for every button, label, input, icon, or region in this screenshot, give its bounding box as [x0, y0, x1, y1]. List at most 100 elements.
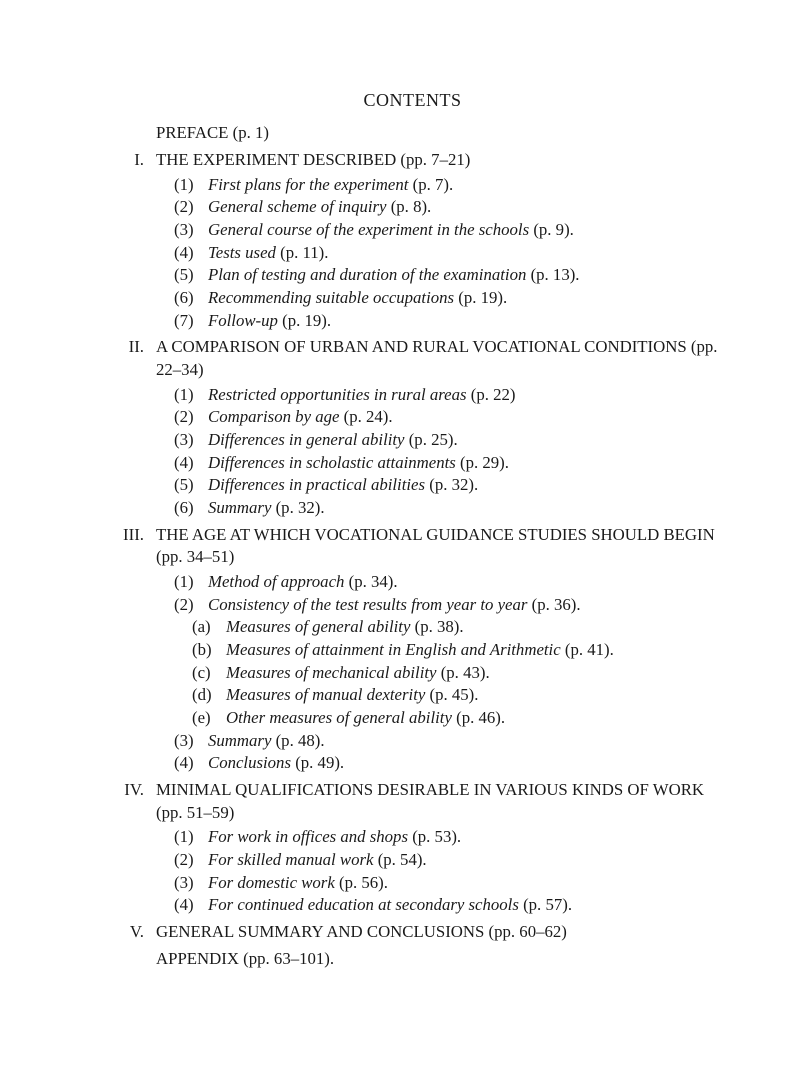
item-num: (2) — [174, 406, 208, 429]
contents-page: CONTENTS PREFACE (p. 1) I. THE EXPERIMEN… — [0, 0, 801, 1073]
section-heading-i: THE EXPERIMENT DESCRIBED (pp. 7–21) — [156, 149, 721, 172]
item-num: (3) — [174, 730, 208, 753]
item-text: Differences in practical abilities (p. 3… — [208, 474, 721, 497]
item-num: (1) — [174, 826, 208, 849]
list-item: (5)Differences in practical abilities (p… — [174, 474, 721, 497]
item-text: Plan of testing and duration of the exam… — [208, 264, 721, 287]
item-text: Summary (p. 32). — [208, 497, 721, 520]
list-item: (e)Other measures of general ability (p.… — [192, 707, 721, 730]
section-body-iii: THE AGE AT WHICH VOCATIONAL GUIDANCE STU… — [156, 524, 721, 775]
item-num: (d) — [192, 684, 226, 707]
section-iv-items: (1)For work in offices and shops (p. 53)… — [174, 826, 721, 917]
list-item: (3)Summary (p. 48). — [174, 730, 721, 753]
section-num-ii: II. — [104, 336, 156, 519]
item-text: Measures of attainment in English and Ar… — [226, 639, 721, 662]
section-heading-v: GENERAL SUMMARY AND CONCLUSIONS (pp. 60–… — [156, 921, 721, 944]
section-body-ii: A COMPARISON OF URBAN AND RURAL VOCATION… — [156, 336, 721, 519]
item-num: (3) — [174, 429, 208, 452]
list-item: (7)Follow-up (p. 19). — [174, 310, 721, 333]
list-item: (b)Measures of attainment in English and… — [192, 639, 721, 662]
item-num: (1) — [174, 571, 208, 594]
list-item: (1)For work in offices and shops (p. 53)… — [174, 826, 721, 849]
list-item: (6)Recommending suitable occupations (p.… — [174, 287, 721, 310]
item-num: (7) — [174, 310, 208, 333]
section-ii-items: (1)Restricted opportunities in rural are… — [174, 384, 721, 520]
item-text: Measures of mechanical ability (p. 43). — [226, 662, 721, 685]
item-num: (5) — [174, 474, 208, 497]
list-item: (4)Conclusions (p. 49). — [174, 752, 721, 775]
item-text: General scheme of inquiry (p. 8). — [208, 196, 721, 219]
list-item: (2)General scheme of inquiry (p. 8). — [174, 196, 721, 219]
item-text: General course of the experiment in the … — [208, 219, 721, 242]
list-item: (3)General course of the experiment in t… — [174, 219, 721, 242]
item-num: (b) — [192, 639, 226, 662]
section-body-i: THE EXPERIMENT DESCRIBED (pp. 7–21) (1)F… — [156, 149, 721, 332]
item-text: For domestic work (p. 56). — [208, 872, 721, 895]
item-num: (1) — [174, 384, 208, 407]
section-ii: II. A COMPARISON OF URBAN AND RURAL VOCA… — [104, 336, 721, 519]
item-text: Restricted opportunities in rural areas … — [208, 384, 721, 407]
item-num: (a) — [192, 616, 226, 639]
item-text: Conclusions (p. 49). — [208, 752, 721, 775]
list-item: (5)Plan of testing and duration of the e… — [174, 264, 721, 287]
section-iv: IV. MINIMAL QUALIFICATIONS DESIRABLE IN … — [104, 779, 721, 917]
section-heading-iv: MINIMAL QUALIFICATIONS DESIRABLE IN VARI… — [156, 779, 721, 824]
appendix-line: APPENDIX (pp. 63–101). — [156, 948, 721, 971]
list-item: (4)For continued education at secondary … — [174, 894, 721, 917]
list-item: (d)Measures of manual dexterity (p. 45). — [192, 684, 721, 707]
item-text: For work in offices and shops (p. 53). — [208, 826, 721, 849]
item-num: (2) — [174, 594, 208, 617]
section-num-iii: III. — [104, 524, 156, 775]
item-num: (2) — [174, 849, 208, 872]
item-text: Tests used (p. 11). — [208, 242, 721, 265]
item-num: (5) — [174, 264, 208, 287]
item-text: Other measures of general ability (p. 46… — [226, 707, 721, 730]
item-num: (e) — [192, 707, 226, 730]
item-text: Comparison by age (p. 24). — [208, 406, 721, 429]
item-text: Method of approach (p. 34). — [208, 571, 721, 594]
list-item: (3)Differences in general ability (p. 25… — [174, 429, 721, 452]
item-num: (3) — [174, 872, 208, 895]
section-iii-subitems: (a)Measures of general ability (p. 38). … — [192, 616, 721, 729]
item-num: (c) — [192, 662, 226, 685]
list-item: (2)For skilled manual work (p. 54). — [174, 849, 721, 872]
item-num: (2) — [174, 196, 208, 219]
section-iii-items-cont: (3)Summary (p. 48). (4)Conclusions (p. 4… — [174, 730, 721, 775]
list-item: (2)Consistency of the test results from … — [174, 594, 721, 617]
section-num-i: I. — [104, 149, 156, 332]
item-num: (4) — [174, 242, 208, 265]
section-body-iv: MINIMAL QUALIFICATIONS DESIRABLE IN VARI… — [156, 779, 721, 917]
item-text: Differences in general ability (p. 25). — [208, 429, 721, 452]
list-item: (3)For domestic work (p. 56). — [174, 872, 721, 895]
section-heading-iii: THE AGE AT WHICH VOCATIONAL GUIDANCE STU… — [156, 524, 721, 569]
list-item: (1)First plans for the experiment (p. 7)… — [174, 174, 721, 197]
section-num-iv: IV. — [104, 779, 156, 917]
list-item: (c)Measures of mechanical ability (p. 43… — [192, 662, 721, 685]
list-item: (6)Summary (p. 32). — [174, 497, 721, 520]
item-text: For skilled manual work (p. 54). — [208, 849, 721, 872]
list-item: (a)Measures of general ability (p. 38). — [192, 616, 721, 639]
item-text: Differences in scholastic attainments (p… — [208, 452, 721, 475]
list-item: (4)Differences in scholastic attainments… — [174, 452, 721, 475]
page-title: CONTENTS — [104, 88, 721, 112]
section-num-v: V. — [104, 921, 156, 946]
item-num: (1) — [174, 174, 208, 197]
preface-line: PREFACE (p. 1) — [156, 122, 721, 145]
item-text: Measures of manual dexterity (p. 45). — [226, 684, 721, 707]
item-num: (4) — [174, 452, 208, 475]
item-num: (6) — [174, 497, 208, 520]
item-num: (4) — [174, 752, 208, 775]
item-text: Follow-up (p. 19). — [208, 310, 721, 333]
section-i-items: (1)First plans for the experiment (p. 7)… — [174, 174, 721, 333]
list-item: (2)Comparison by age (p. 24). — [174, 406, 721, 429]
item-text: Recommending suitable occupations (p. 19… — [208, 287, 721, 310]
section-iii: III. THE AGE AT WHICH VOCATIONAL GUIDANC… — [104, 524, 721, 775]
section-body-v: GENERAL SUMMARY AND CONCLUSIONS (pp. 60–… — [156, 921, 721, 946]
item-num: (4) — [174, 894, 208, 917]
list-item: (4)Tests used (p. 11). — [174, 242, 721, 265]
section-heading-ii: A COMPARISON OF URBAN AND RURAL VOCATION… — [156, 336, 721, 381]
list-item: (1)Restricted opportunities in rural are… — [174, 384, 721, 407]
item-num: (3) — [174, 219, 208, 242]
item-text: Measures of general ability (p. 38). — [226, 616, 721, 639]
list-item: (1)Method of approach (p. 34). — [174, 571, 721, 594]
